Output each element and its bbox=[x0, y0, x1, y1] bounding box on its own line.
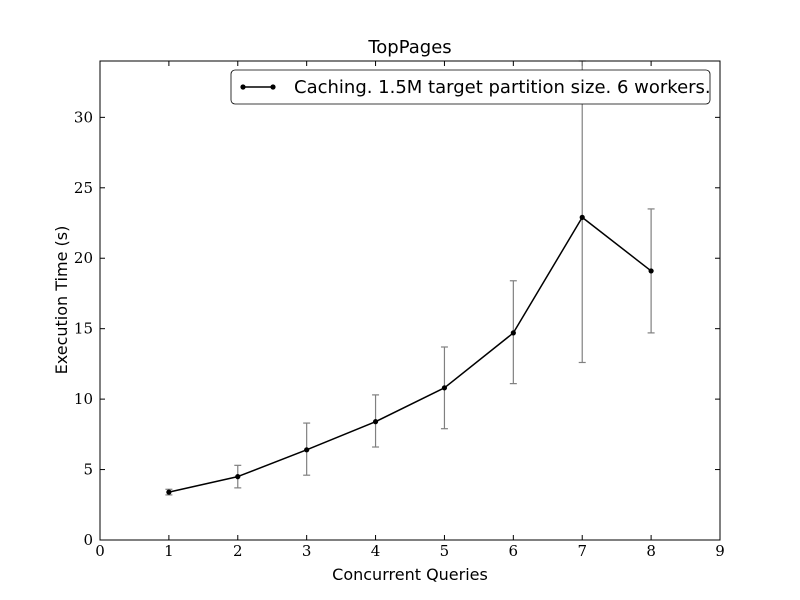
data-point bbox=[441, 385, 448, 391]
y-tick-label: 20 bbox=[74, 249, 93, 267]
x-tick-label: 6 bbox=[509, 542, 519, 560]
points-layer bbox=[166, 214, 654, 495]
x-tick-label: 9 bbox=[715, 542, 725, 560]
x-tick-label: 8 bbox=[646, 542, 656, 560]
y-axis-label: Execution Time (s) bbox=[52, 226, 71, 375]
data-point bbox=[648, 268, 654, 274]
legend-marker-right bbox=[270, 84, 276, 90]
data-point bbox=[579, 214, 585, 220]
data-point bbox=[304, 447, 310, 453]
x-tick-label: 5 bbox=[440, 542, 450, 560]
x-tick-label: 1 bbox=[164, 542, 174, 560]
y-tick-label: 15 bbox=[74, 320, 93, 338]
y-tick-label: 5 bbox=[83, 461, 93, 479]
x-tick-label: 7 bbox=[577, 542, 587, 560]
x-tick-label: 0 bbox=[95, 542, 105, 560]
legend-box bbox=[230, 69, 711, 105]
x-tick-label: 4 bbox=[371, 542, 381, 560]
x-tick-label: 3 bbox=[302, 542, 312, 560]
line-layer bbox=[168, 216, 652, 493]
y-tick-label: 25 bbox=[74, 179, 93, 197]
y-tick-label: 30 bbox=[74, 108, 93, 126]
chart-title: TopPages bbox=[367, 37, 451, 58]
data-point bbox=[166, 489, 172, 495]
ticks-layer: 0 1 2 3 4 5 6 7 8 9 0 5 10 15 20 25 30 bbox=[74, 61, 725, 560]
x-tick-label: 2 bbox=[233, 542, 243, 560]
x-axis-label: Concurrent Queries bbox=[332, 565, 488, 584]
y-tick-label: 10 bbox=[74, 390, 93, 408]
data-point bbox=[510, 330, 516, 336]
legend-marker-left bbox=[240, 84, 246, 90]
series-line bbox=[168, 216, 652, 493]
legend-label: Caching. 1.5M target partition size. 6 w… bbox=[294, 77, 711, 98]
data-point bbox=[372, 419, 379, 425]
data-point bbox=[235, 474, 241, 480]
y-tick-label: 0 bbox=[83, 531, 93, 549]
plot-frame bbox=[99, 60, 721, 541]
legend: Caching. 1.5M target partition size. 6 w… bbox=[230, 69, 711, 105]
